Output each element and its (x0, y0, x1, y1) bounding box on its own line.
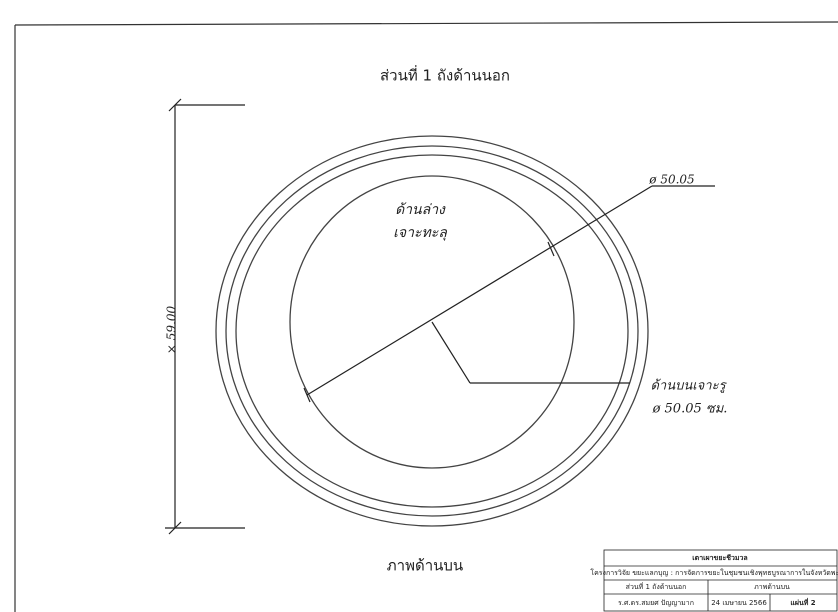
note-bottom: เจาะทะลุ (393, 225, 448, 241)
dimension-lines (165, 99, 715, 534)
tb-project: โครงการวิจัย ขยะแลกบุญ : การจัดการขยะในช… (590, 568, 838, 577)
view-label: ภาพด้านบน (387, 557, 463, 575)
page: ส่วนที่ 1 ถังด้านนอก ø 50.05 ด้านล่าง เจ… (0, 0, 838, 612)
title-block: เตาเผาขยะชีวมวล โครงการวิจัย ขยะแลกบุญ :… (590, 550, 838, 611)
tb-author: ร.ศ.ดร.สมยศ ปัญญามาก (618, 599, 694, 607)
tb-view: ภาพด้านบน (754, 583, 790, 591)
diameter-label: ø 50.05 (648, 173, 694, 187)
note-top: ø 50.05 ซม. (652, 402, 728, 417)
tb-heading: เตาเผาขยะชีวมวล (692, 554, 747, 562)
tank-outline (216, 136, 648, 526)
drawing-title: ส่วนที่ 1 ถังด้านนอก (380, 65, 510, 85)
tb-part: ส่วนที่ 1 ถังด้านนอก (626, 582, 687, 591)
tb-sheet: แผ่นที่ 2 (790, 597, 815, 607)
drawing-sheet: ส่วนที่ 1 ถังด้านนอก ø 50.05 ด้านล่าง เจ… (0, 0, 838, 612)
note-top: ด้านบนเจาะรู (650, 379, 727, 394)
frame (15, 22, 838, 612)
height-label: × 59.00 (165, 306, 179, 355)
note-bottom: ด้านล่าง (395, 202, 446, 218)
tb-date: 24 เมษายน 2566 (711, 599, 767, 607)
